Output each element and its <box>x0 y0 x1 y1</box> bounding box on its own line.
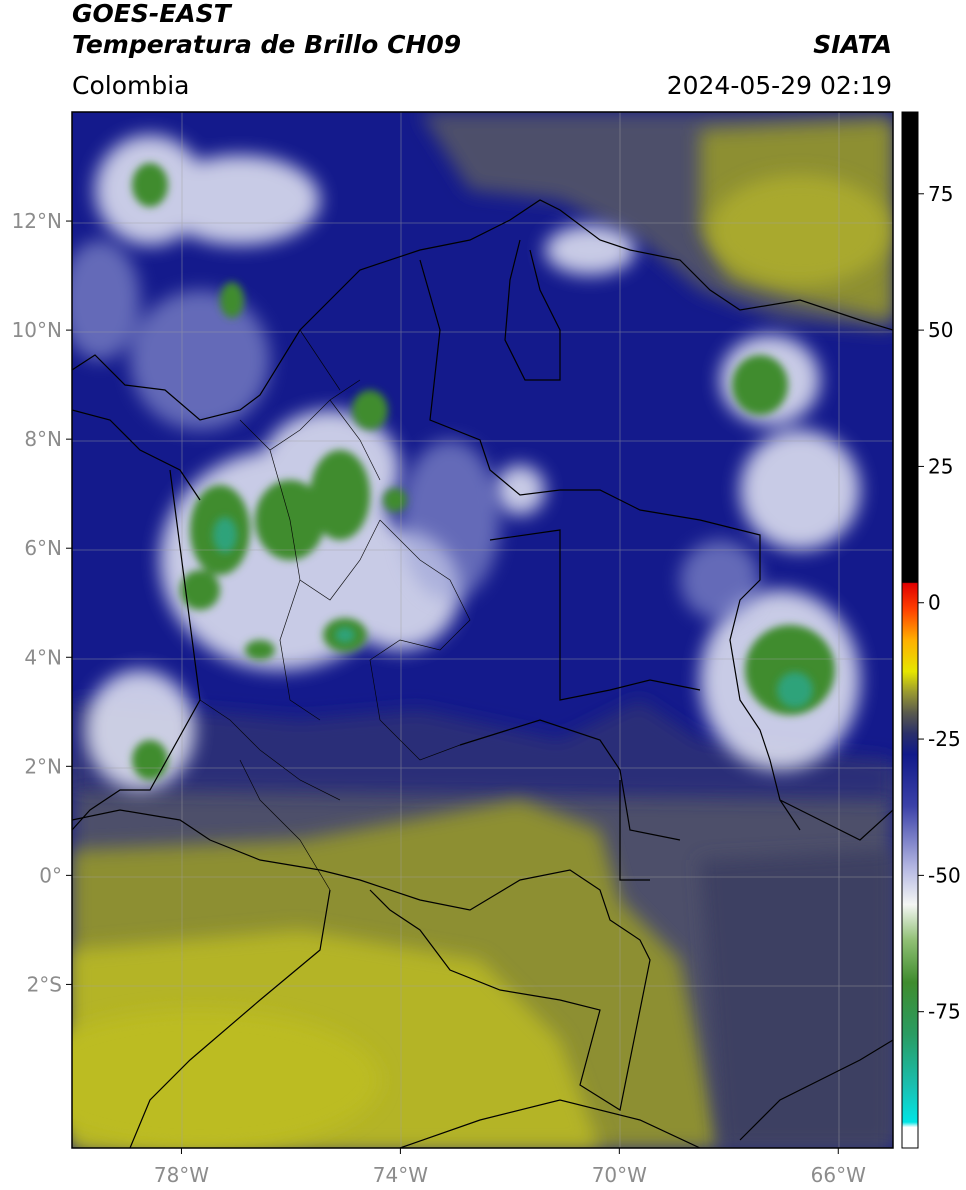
colorbar-tick-label: -25 <box>928 727 961 751</box>
colorbar-tick-label: 25 <box>928 454 953 478</box>
lon-tick-label: 66°W <box>811 1163 866 1187</box>
lat-tick-label: 2°N <box>24 754 62 778</box>
colorbar-tick-label: -75 <box>928 1000 961 1024</box>
colorbar-ticks: 75 50 25 0 -25 -50 -75 <box>918 182 961 1024</box>
lon-tick-label: 74°W <box>373 1163 428 1187</box>
graticule <box>72 112 893 1148</box>
lat-tick-label: 10°N <box>12 318 62 342</box>
colorbar-tick-label: 50 <box>928 318 953 342</box>
department-borders <box>199 329 471 891</box>
agency-label: SIATA <box>813 30 892 59</box>
map-frame <box>71 111 894 1149</box>
satellite-title: GOES-EAST <box>72 0 231 28</box>
satellite-image <box>72 112 893 1148</box>
timestamp-label: 2024-05-29 02:19 <box>666 71 892 100</box>
colorbar-tick-label: 0 <box>928 591 941 615</box>
lon-tick-label: 70°W <box>592 1163 647 1187</box>
lat-tick-label: 6°N <box>24 536 62 560</box>
colorbar <box>901 111 919 1149</box>
product-title: Temperatura de Brillo CH09 <box>72 30 462 59</box>
latitude-ticks: 12°N 10°N 8°N 6°N 4°N 2°N 0° 2°S <box>12 209 72 996</box>
lat-tick-label: 4°N <box>24 645 62 669</box>
colorbar-tick-label: -50 <box>928 863 961 887</box>
lat-tick-label: 12°N <box>12 209 62 233</box>
colorbar-tick-label: 75 <box>928 182 953 206</box>
lat-tick-label: 0° <box>39 863 62 887</box>
lat-tick-label: 8°N <box>24 427 62 451</box>
longitude-ticks: 78°W 74°W 70°W 66°W <box>154 1148 866 1187</box>
region-label: Colombia <box>72 71 190 100</box>
lat-tick-label: 2°S <box>27 972 62 996</box>
borders <box>72 199 893 1148</box>
lon-tick-label: 78°W <box>154 1163 209 1187</box>
